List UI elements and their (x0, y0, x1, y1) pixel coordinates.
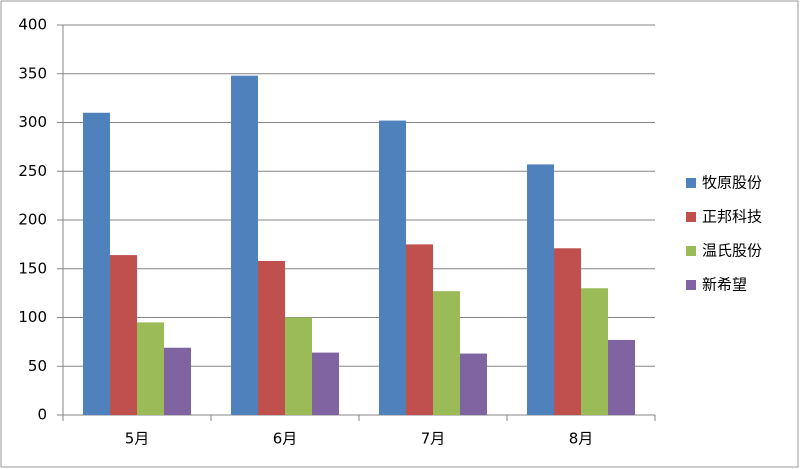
bar (258, 260, 285, 415)
bar (83, 112, 110, 415)
legend-swatch (686, 280, 696, 290)
bar (164, 347, 191, 415)
legend-swatch (686, 246, 696, 256)
bar (231, 75, 258, 415)
y-tick-label: 250 (18, 162, 47, 180)
bar (608, 339, 635, 415)
y-tick-label: 50 (28, 357, 47, 375)
legend-label: 正邦科技 (702, 208, 762, 226)
legend-swatch (686, 212, 696, 222)
legend-label: 新希望 (702, 276, 747, 294)
bar (527, 164, 554, 415)
x-tick-label: 5月 (125, 430, 150, 448)
y-tick-label: 400 (18, 16, 47, 34)
bar (110, 255, 137, 415)
x-tick-label: 8月 (569, 430, 594, 448)
legend-label: 温氏股份 (702, 242, 762, 260)
bar (137, 322, 164, 415)
bar (379, 120, 406, 416)
bar (554, 248, 581, 415)
bar (285, 317, 312, 415)
y-tick-label: 0 (37, 406, 47, 424)
x-tick-label: 6月 (273, 430, 298, 448)
x-tick-label: 7月 (421, 430, 446, 448)
y-tick-label: 200 (18, 211, 47, 229)
bar (433, 291, 460, 415)
y-tick-label: 300 (18, 113, 47, 131)
y-tick-label: 350 (18, 64, 47, 82)
bar (406, 244, 433, 415)
y-tick-label: 100 (18, 308, 47, 326)
bar (460, 353, 487, 415)
bar (312, 352, 339, 415)
y-tick-label: 150 (18, 259, 47, 277)
legend-swatch (686, 178, 696, 188)
bar (581, 288, 608, 415)
legend-label: 牧原股份 (702, 174, 762, 192)
